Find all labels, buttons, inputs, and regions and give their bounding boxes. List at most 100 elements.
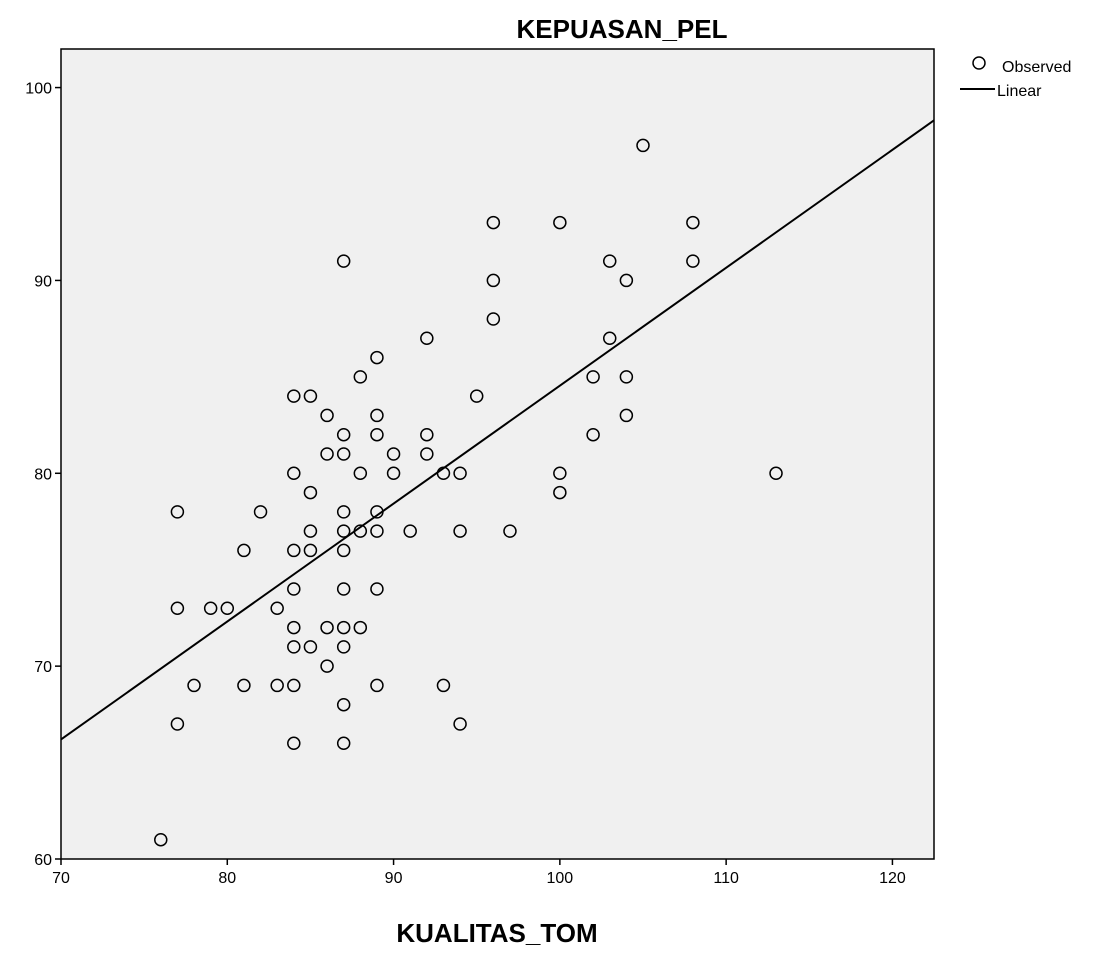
y-tick-label: 60 [34,852,52,869]
observed-point [336,640,351,654]
observed-point [353,620,368,635]
observed-point [336,697,351,712]
observed-point [386,466,401,481]
x-tick-label: 100 [547,870,574,887]
observed-point [336,620,351,635]
observed-point [602,331,617,346]
observed-point [253,505,268,519]
observed-point [769,466,783,481]
observed-point [303,485,318,500]
x-tick-label: 90 [385,870,403,887]
observed-point [336,254,351,268]
observed-point [353,370,368,384]
observed-point [686,254,700,268]
observed-point [320,408,334,423]
observed-point [553,215,567,230]
observed-point [619,273,634,288]
observed-point [619,370,634,384]
observed-point [370,427,384,442]
observed-point [486,273,501,288]
observed-point [453,717,467,731]
observed-point [336,543,351,558]
observed-point [287,620,301,635]
observed-point [287,543,301,558]
observed-point [287,736,301,751]
observed-point [336,582,351,596]
observed-point [386,447,401,461]
observed-point [370,505,384,519]
observed-point [453,524,467,538]
observed-point [270,601,284,616]
observed-point [187,678,201,693]
observed-point [303,389,318,403]
x-axis-label: KUALITAS_TOM [396,918,597,948]
observed-point [353,466,368,481]
observed-point [287,389,301,403]
observed-point [353,524,368,538]
observed-point [453,466,467,481]
observed-point [420,447,434,461]
observed-point [237,678,251,693]
observed-point [553,466,567,481]
observed-point [170,505,185,519]
observed-point [287,640,301,654]
observed-point [154,832,168,847]
observed-point [619,408,634,423]
observed-point [403,524,417,538]
observed-point [370,524,384,538]
observed-point [486,215,501,230]
observed-point [420,331,434,346]
observed-point [436,466,451,481]
fit-line-layer [60,119,935,741]
observed-point [586,427,600,442]
observed-point [287,466,301,481]
observed-point [370,408,384,423]
observed-point [436,678,451,693]
observed-point [220,601,235,616]
chart-title: KEPUASAN_PEL [517,14,728,44]
y-tick-label: 90 [34,273,52,290]
observed-point [336,427,351,442]
observed-point [303,640,318,654]
data-points [154,138,783,847]
observed-point [420,427,434,442]
observed-point [636,138,650,153]
x-tick-label: 70 [52,870,70,887]
observed-point [287,678,301,693]
x-tick-label: 110 [713,870,739,887]
observed-point [320,447,334,461]
observed-point [287,582,301,596]
observed-point [303,524,318,538]
observed-point [237,543,251,558]
observed-point [370,678,384,693]
observed-point [303,543,318,558]
observed-point [336,736,351,751]
legend-linear-label: Linear [997,83,1042,100]
legend-observed-label: Observed [1002,59,1071,76]
observed-point [686,215,700,230]
y-tick-label: 80 [34,466,52,483]
observed-point [486,312,501,326]
observed-point [320,620,334,635]
observed-point [336,505,351,519]
legend: Observed Linear [960,56,1071,100]
x-tick-label: 80 [218,870,236,887]
y-tick-label: 100 [25,81,52,98]
observed-point [553,485,567,500]
x-tick-label: 120 [879,870,906,887]
observed-point [336,447,351,461]
observed-point [503,524,517,538]
observed-point [320,659,334,673]
y-tick-label: 70 [34,659,52,676]
legend-observed-marker [972,56,986,70]
observed-point [602,254,617,268]
observed-point [336,524,351,538]
observed-point [203,601,218,616]
observed-point [370,350,384,365]
observed-point [469,389,484,403]
observed-point [586,370,600,384]
observed-point [370,582,384,596]
observed-point [170,601,185,616]
plot-area [60,48,935,860]
